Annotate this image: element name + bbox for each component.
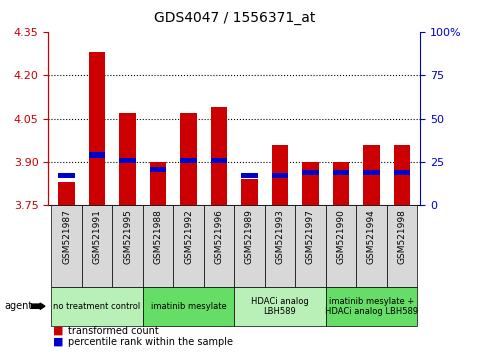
Text: GSM521992: GSM521992: [184, 209, 193, 264]
Bar: [119, 113, 136, 205]
Bar: [271, 144, 288, 205]
Text: GSM521991: GSM521991: [93, 209, 101, 264]
Bar: [295, 205, 326, 287]
Text: GSM521987: GSM521987: [62, 209, 71, 264]
Bar: [302, 170, 319, 175]
Bar: [58, 182, 75, 205]
Bar: [211, 107, 227, 205]
Bar: [241, 173, 258, 178]
Bar: [180, 158, 197, 164]
Bar: [82, 205, 113, 287]
Bar: [234, 205, 265, 287]
Text: percentile rank within the sample: percentile rank within the sample: [68, 337, 233, 347]
Text: GSM521996: GSM521996: [214, 209, 224, 264]
Text: GSM521990: GSM521990: [337, 209, 345, 264]
Text: agent: agent: [5, 301, 33, 311]
Bar: [113, 205, 143, 287]
Bar: [51, 205, 82, 287]
Bar: [363, 144, 380, 205]
Bar: [394, 144, 410, 205]
Bar: [143, 205, 173, 287]
Bar: [211, 158, 227, 164]
Bar: [204, 205, 234, 287]
Text: GSM521989: GSM521989: [245, 209, 254, 264]
Bar: [363, 170, 380, 175]
Text: transformed count: transformed count: [68, 326, 158, 336]
Bar: [89, 153, 105, 158]
Bar: [89, 52, 105, 205]
Bar: [58, 173, 75, 178]
Bar: [326, 205, 356, 287]
Bar: [234, 287, 326, 326]
Text: GSM521993: GSM521993: [275, 209, 284, 264]
Bar: [271, 173, 288, 178]
Bar: [119, 158, 136, 164]
Text: imatinib mesylate: imatinib mesylate: [151, 302, 227, 311]
Text: imatinib mesylate +
HDACi analog LBH589: imatinib mesylate + HDACi analog LBH589: [325, 297, 418, 316]
Bar: [302, 162, 319, 205]
Bar: [394, 170, 410, 175]
Bar: [333, 162, 349, 205]
Text: no treatment control: no treatment control: [54, 302, 141, 311]
Text: GSM521988: GSM521988: [154, 209, 163, 264]
Bar: [143, 287, 234, 326]
Text: GSM521995: GSM521995: [123, 209, 132, 264]
Text: GDS4047 / 1556371_at: GDS4047 / 1556371_at: [154, 11, 315, 25]
Bar: [356, 205, 387, 287]
Bar: [180, 113, 197, 205]
Text: GSM521997: GSM521997: [306, 209, 315, 264]
Text: HDACi analog
LBH589: HDACi analog LBH589: [251, 297, 309, 316]
Bar: [333, 170, 349, 175]
Text: GSM521998: GSM521998: [398, 209, 406, 264]
Text: ■: ■: [53, 337, 64, 347]
Bar: [150, 162, 167, 205]
Bar: [51, 287, 143, 326]
Bar: [265, 205, 295, 287]
Text: ■: ■: [53, 326, 64, 336]
Bar: [173, 205, 204, 287]
Bar: [326, 287, 417, 326]
Bar: [241, 179, 258, 205]
Bar: [150, 167, 167, 172]
Bar: [387, 205, 417, 287]
Text: GSM521994: GSM521994: [367, 209, 376, 264]
